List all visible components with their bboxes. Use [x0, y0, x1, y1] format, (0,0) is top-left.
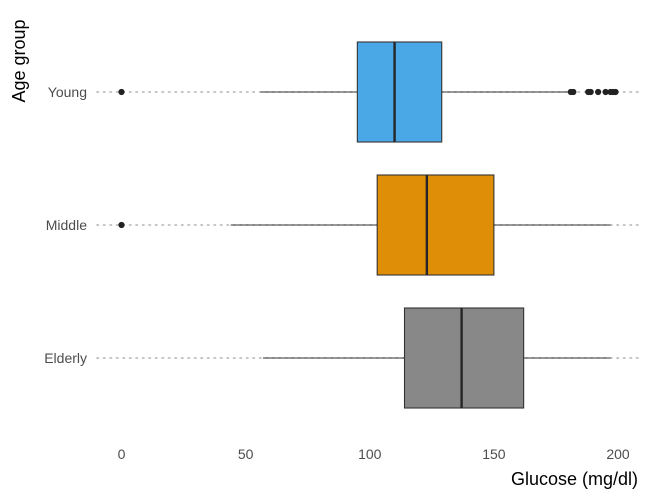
x-axis-title: Glucose (mg/dl)	[511, 469, 638, 489]
outlier-point-young-0	[118, 88, 125, 96]
outlier-point-young-2	[570, 88, 577, 96]
box-young	[356, 41, 443, 143]
x-tick-label-100: 100	[358, 446, 382, 462]
box-middle	[376, 174, 495, 276]
x-tick-labels: 0 50 100 150 200	[118, 446, 630, 462]
x-tick-label-200: 200	[606, 446, 630, 462]
outlier-point-young-9	[612, 88, 619, 96]
y-tick-label-middle: Middle	[46, 217, 87, 233]
box-group-middle	[118, 174, 611, 276]
box-group-young	[118, 41, 619, 143]
boxes	[118, 41, 619, 409]
outlier-point-young-4	[587, 88, 594, 96]
box-elderly	[403, 307, 525, 409]
y-axis-title: Age group	[9, 19, 29, 102]
outlier-point-young-6	[602, 88, 609, 96]
outlier-point-young-5	[595, 88, 602, 96]
y-tick-labels: Young Middle Elderly	[44, 84, 87, 366]
x-tick-label-0: 0	[118, 446, 126, 462]
x-tick-label-50: 50	[238, 446, 254, 462]
outlier-point-middle-0	[118, 221, 125, 229]
box-group-elderly	[263, 307, 611, 409]
x-tick-label-150: 150	[482, 446, 506, 462]
gridlines	[96, 91, 641, 359]
y-tick-label-young: Young	[48, 84, 87, 100]
y-tick-label-elderly: Elderly	[44, 350, 87, 366]
